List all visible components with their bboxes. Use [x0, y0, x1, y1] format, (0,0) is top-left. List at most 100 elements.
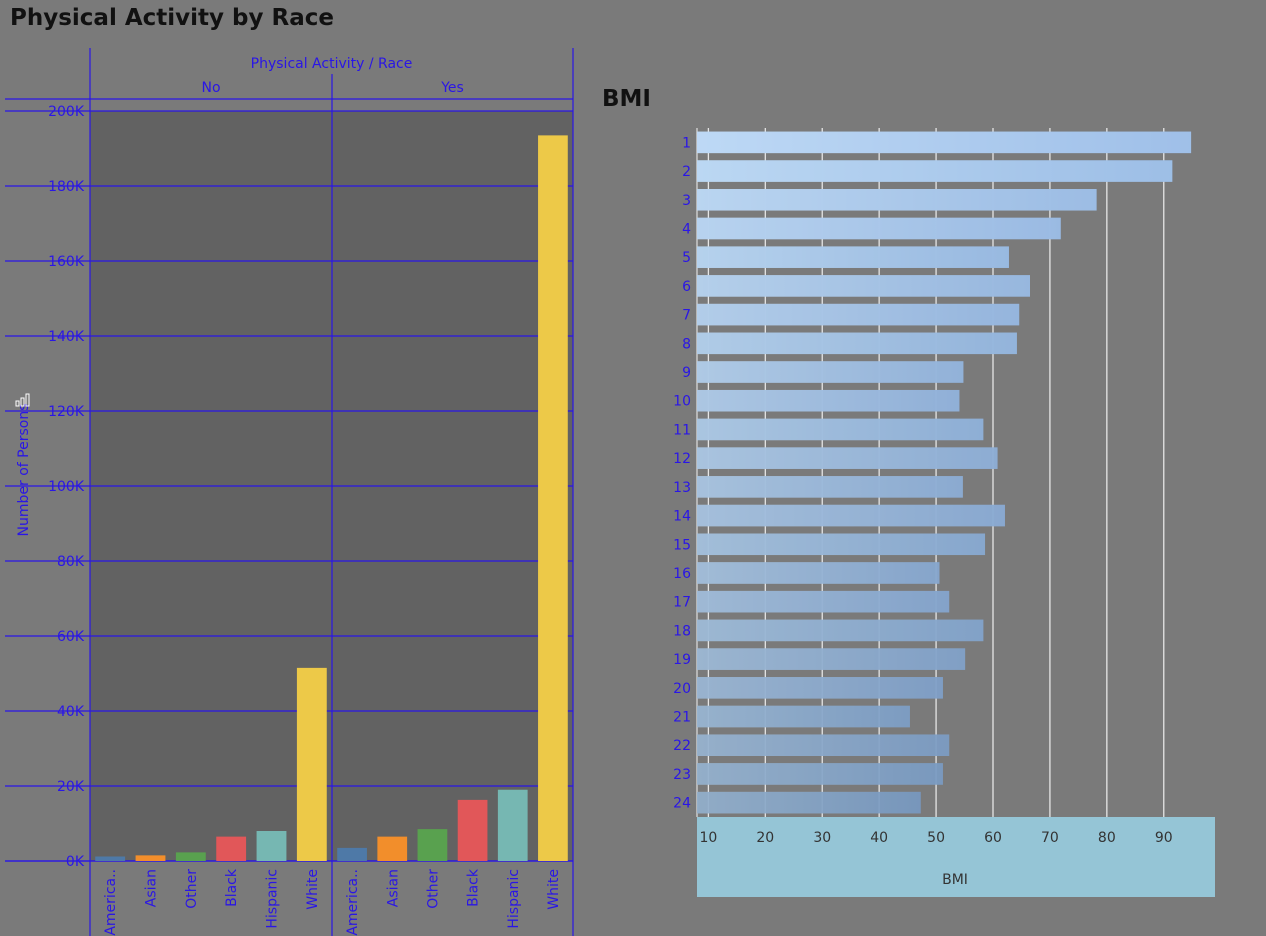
x-axis-title: BMI — [942, 872, 968, 888]
y-tick-label: 21 — [673, 710, 691, 726]
bmi-bar-shade-8 — [697, 332, 1017, 355]
x-tick-label: Other — [184, 869, 200, 909]
y-tick-label: 20 — [673, 681, 691, 697]
y-tick-label: 20K — [57, 779, 85, 795]
x-tick-label: Hispanic — [506, 869, 522, 929]
bmi-bar-shade-11 — [697, 418, 984, 441]
y-tick-label: 0K — [66, 854, 85, 870]
x-tick-label: 60 — [984, 830, 1002, 846]
bmi-bar-shade-10 — [697, 389, 960, 412]
x-tick-label: America.. — [345, 869, 361, 936]
y-tick-label: 22 — [673, 738, 691, 754]
dashboard-title: Physical Activity by Race — [10, 5, 334, 31]
bmi-bar-shade-21 — [697, 705, 910, 728]
bar-yes-hispanic — [497, 789, 528, 861]
y-tick-label: 60K — [57, 629, 85, 645]
x-tick-label: 20 — [756, 830, 774, 846]
y-tick-label: 19 — [673, 652, 691, 668]
bmi-bar-shade-22 — [697, 734, 950, 756]
x-tick-label: 50 — [927, 830, 945, 846]
y-tick-label: 40K — [57, 704, 85, 720]
bmi-bar-shade-12 — [697, 447, 998, 469]
pane-label-no: No — [201, 80, 220, 96]
bmi-bar-shade-17 — [697, 590, 950, 613]
y-tick-label: 120K — [48, 404, 85, 420]
bmi-bar-shade-14 — [697, 504, 1005, 527]
bmi-chart-title: BMI — [602, 86, 651, 112]
y-tick-label: 2 — [682, 164, 691, 180]
bmi-bar-shade-7 — [697, 303, 1020, 326]
y-tick-label: 6 — [682, 279, 691, 295]
y-tick-label: 5 — [682, 250, 691, 266]
y-tick-label: 7 — [682, 308, 691, 324]
x-tick-label: Black — [466, 868, 482, 907]
x-tick-label: Asian — [385, 869, 401, 907]
x-tick-label: 10 — [699, 830, 717, 846]
bmi-bar-shade-6 — [697, 275, 1030, 297]
y-tick-label: 80K — [57, 554, 85, 570]
y-tick-label: 140K — [48, 329, 85, 345]
bmi-bar-shade-20 — [697, 677, 943, 699]
bar-yes-other — [417, 829, 448, 861]
x-tick-label: Black — [224, 868, 240, 907]
bar-no-america — [95, 856, 126, 861]
y-tick-label: 180K — [48, 179, 85, 195]
y-tick-label: 24 — [673, 796, 691, 812]
bar-yes-asian — [377, 836, 408, 861]
column-header: Physical Activity / Race — [251, 56, 413, 72]
y-tick-label: 17 — [673, 595, 691, 611]
bar-no-asian — [135, 855, 166, 861]
x-tick-label: Hispanic — [265, 869, 281, 929]
y-tick-label: 100K — [48, 479, 85, 495]
bmi-bar-shade-18 — [697, 619, 984, 642]
bmi-bar-shade-19 — [697, 648, 966, 670]
bmi-bar-shade-15 — [697, 533, 986, 556]
bmi-bar-shade-13 — [697, 476, 963, 498]
x-axis-band — [697, 817, 1215, 897]
y-tick-label: 11 — [673, 422, 691, 438]
x-tick-label: White — [305, 869, 321, 910]
y-tick-label: 16 — [673, 566, 691, 582]
bmi-bar-shade-23 — [697, 763, 943, 785]
bar-yes-black — [457, 799, 488, 861]
x-tick-label: 90 — [1155, 830, 1173, 846]
bar-chart-icon — [15, 393, 30, 407]
bar-no-white — [296, 667, 327, 861]
x-tick-label: Other — [425, 869, 441, 909]
bmi-bar-shade-2 — [697, 160, 1173, 182]
y-axis-title: Number of Persons — [16, 404, 32, 537]
y-tick-label: 13 — [673, 480, 691, 496]
x-tick-label: 40 — [870, 830, 888, 846]
bmi-bar-shade-24 — [697, 791, 921, 814]
x-tick-label: Asian — [144, 869, 160, 907]
x-tick-label: 70 — [1041, 830, 1059, 846]
bmi-bar-shade-4 — [697, 217, 1061, 240]
x-tick-label: America.. — [103, 869, 119, 936]
bmi-bar-shade-9 — [697, 361, 964, 383]
y-tick-label: 9 — [682, 365, 691, 381]
y-tick-label: 10 — [673, 394, 691, 410]
y-tick-label: 12 — [673, 451, 691, 467]
bar-no-other — [175, 852, 206, 861]
x-tick-label: 80 — [1098, 830, 1116, 846]
y-tick-label: 23 — [673, 767, 691, 783]
y-tick-label: 3 — [682, 193, 691, 209]
y-tick-label: 18 — [673, 623, 691, 639]
y-tick-label: 4 — [682, 221, 691, 237]
y-tick-label: 15 — [673, 537, 691, 553]
x-tick-label: 30 — [813, 830, 831, 846]
bmi-bar-shade-5 — [697, 246, 1009, 268]
pane-label-yes: Yes — [440, 80, 464, 96]
bar-no-black — [216, 836, 247, 861]
x-tick-label: White — [546, 869, 562, 910]
bar-yes-america — [337, 847, 367, 861]
y-tick-label: 160K — [48, 254, 85, 270]
bmi-bar-shade-16 — [697, 562, 940, 584]
bmi-bar-shade-3 — [697, 189, 1097, 211]
y-tick-label: 200K — [48, 104, 85, 120]
bar-no-hispanic — [256, 831, 287, 861]
bmi-bar-shade-1 — [697, 131, 1192, 154]
physical-activity-bar-chart: 0K 20K 40K 60K 80K 100K 120K 140K 160K 180K 200K Ph… — [5, 48, 574, 936]
y-tick-label: 14 — [673, 509, 691, 525]
